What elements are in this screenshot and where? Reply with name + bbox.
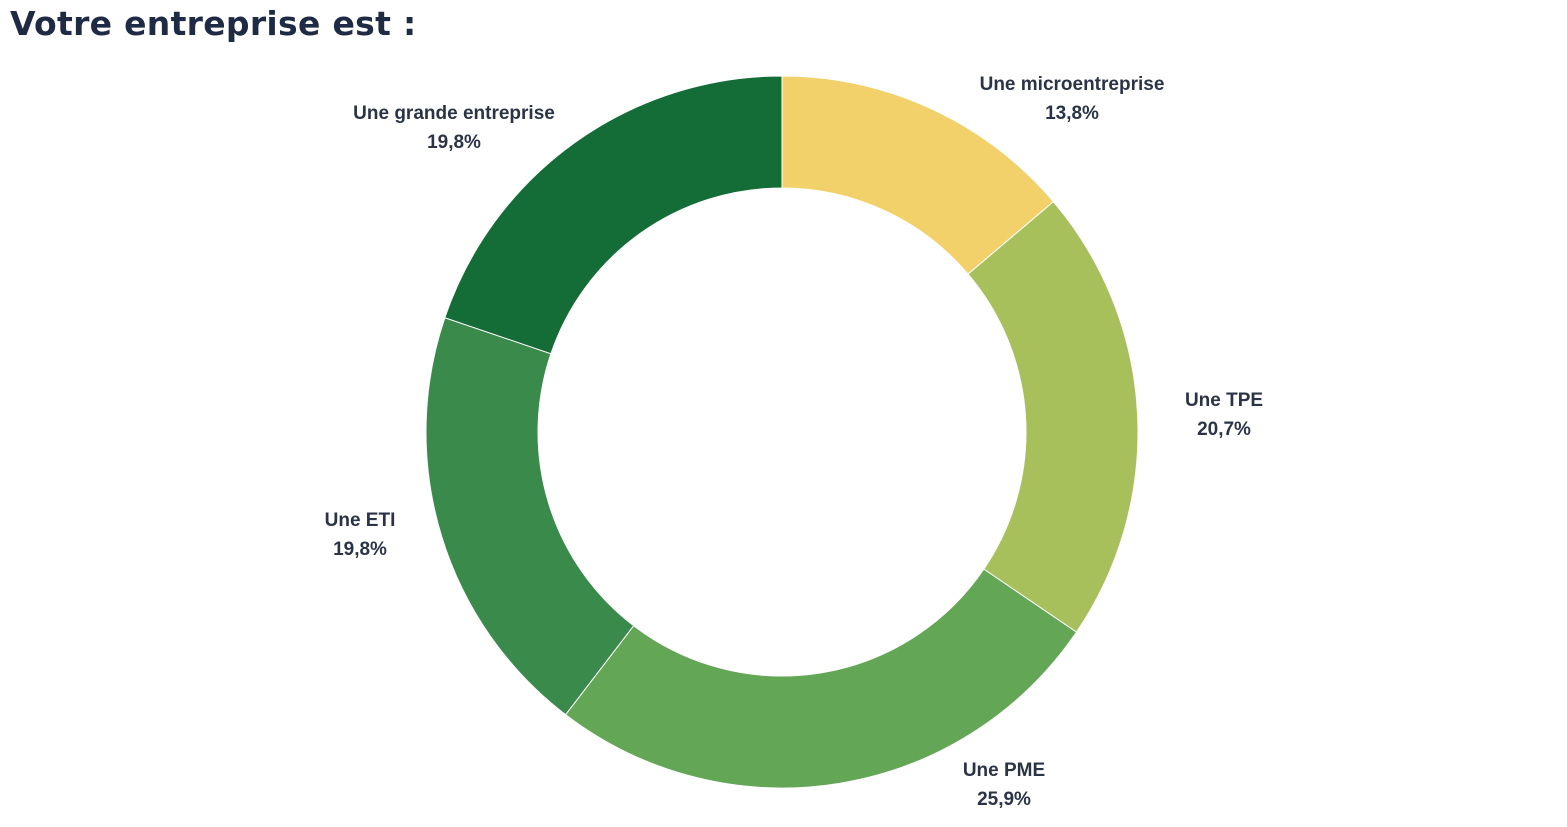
slice-label-value: 13,8% bbox=[1045, 103, 1099, 124]
slice-label-value: 25,9% bbox=[977, 789, 1031, 810]
slice-label-name: Une TPE bbox=[1185, 390, 1263, 411]
slice-une-eti bbox=[425, 317, 635, 716]
donut-slices bbox=[425, 75, 1139, 789]
slice-une-pme bbox=[564, 568, 1078, 789]
slice-une-grande-entreprise bbox=[444, 75, 783, 355]
slice-label-name: Une PME bbox=[963, 760, 1045, 781]
slice-label-value: 19,8% bbox=[333, 539, 387, 560]
slice-labels: Une microentreprise 13,8% Une TPE 20,7% Une … bbox=[325, 74, 1263, 810]
slice-label-name: Une grande entreprise bbox=[353, 103, 555, 124]
slice-label-name: Une microentreprise bbox=[980, 74, 1165, 95]
slice-label-value: 19,8% bbox=[427, 132, 481, 153]
slice-label-name: Une ETI bbox=[325, 510, 396, 531]
slice-une-tpe bbox=[967, 200, 1139, 633]
slice-label-value: 20,7% bbox=[1197, 419, 1251, 440]
chart-title: Votre entreprise est : bbox=[10, 4, 417, 43]
